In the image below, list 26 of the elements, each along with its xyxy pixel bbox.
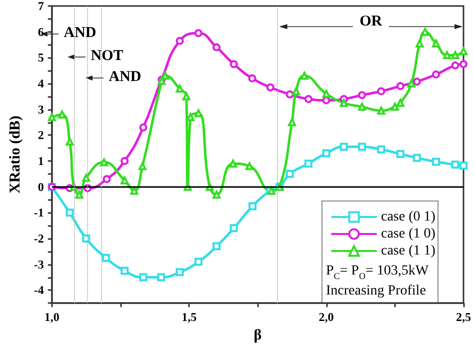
y-tick-label: 4	[38, 76, 44, 91]
annotation: OR	[360, 14, 382, 30]
y-tick-label: 7	[38, 0, 44, 13]
y-tick-label: 6	[38, 24, 44, 39]
y-axis-title: XRatio (dB)	[8, 116, 24, 194]
x-tick-label: 1,5	[182, 310, 197, 324]
y-tick-label: 3	[38, 102, 44, 116]
y-tick-label: -4	[34, 283, 44, 298]
legend-label: case (1 0)	[381, 226, 436, 242]
x-tick-label: 2,5	[456, 310, 471, 324]
annotation: Increasing Profile	[326, 284, 426, 298]
x-tick-label: 2,0	[318, 310, 334, 324]
y-tick-label: -2	[34, 232, 44, 246]
annotation: NOT	[90, 48, 124, 64]
y-tick-label: -1	[34, 206, 44, 220]
y-tick-label: 2	[38, 128, 44, 142]
y-tick-label: -3	[34, 257, 44, 272]
y-tick-label: 0	[38, 180, 44, 194]
annotation: AND	[108, 69, 142, 85]
y-tick-label: 1	[38, 154, 44, 168]
x-tick-label: 1,0	[44, 310, 60, 324]
x-axis-title: β	[254, 328, 262, 344]
y-tick-label: 5	[38, 50, 44, 65]
legend-label: case (1 1)	[381, 244, 436, 258]
annotation: AND	[64, 25, 96, 41]
legend-label: case (0 1)	[381, 210, 436, 224]
